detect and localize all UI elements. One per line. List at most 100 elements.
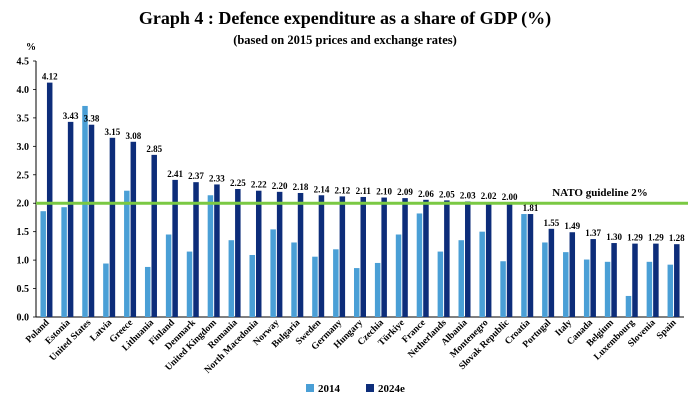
y-tick-label: 2.5 [17,170,30,181]
axes [35,61,684,318]
data-label-2024e: 4.12 [42,72,58,82]
data-label-2024e: 2.18 [293,182,309,192]
bar-2024e [444,200,450,317]
data-label-2024e: 1.29 [627,233,643,243]
data-label-2024e: 2.00 [502,192,518,202]
nato-guideline: NATO guideline 2% [36,187,688,205]
bar-2014 [333,249,339,317]
bar-2024e [653,243,659,317]
bar-2024e [193,182,199,317]
bar-2014 [354,268,360,317]
bar-2014 [186,251,193,317]
y-tick-label: 2.0 [17,199,30,210]
bar-2014 [40,211,46,317]
data-label-2024e: 1.81 [523,203,539,213]
y-tick-label: 0.0 [17,313,30,324]
bar-2024e [632,243,638,317]
bar-2014 [249,254,255,317]
bar-2014 [395,234,402,317]
bar-2024e [214,184,220,317]
y-tick-label: 1.0 [17,256,30,267]
bar-2024e [46,82,53,318]
bar-2024e [255,190,262,317]
guideline-label: NATO guideline 2% [552,187,648,199]
legend-label-2014: 2014 [318,383,341,395]
y-axis-ticks: 0.0 0.5 1.0 1.5 2.0 2.5 3.0 3.5 4.0 4.5 [17,57,36,324]
data-label-2024e: 2.41 [167,169,183,179]
chart-title: Graph 4 : Defence expenditure as a share… [138,8,552,28]
chart-subtitle: (based on 2015 prices and exchange rates… [233,33,457,47]
data-label-2024e: 2.37 [188,171,204,181]
data-labels: 4.12 3.43 3.38 3.15 3.08 2.85 2.41 2.37 2.33 2.25… [42,72,685,244]
bar-2014 [521,214,527,317]
bar-2024e [297,192,304,317]
legend-label-2024e: 2024e [378,383,405,395]
bar-2014 [479,231,485,317]
bar-2024e [276,191,283,317]
bar-2024e [423,199,429,317]
bar-2014 [500,261,506,317]
bar-2024e [339,196,346,317]
data-label-2024e: 2.14 [314,184,330,194]
data-label-2024e: 2.11 [356,186,372,196]
data-label-2024e: 2.06 [418,189,434,199]
bar-2024e [381,197,387,317]
data-label-2024e: 1.29 [648,233,664,243]
bar-2014 [583,259,590,317]
bar-2014 [437,251,444,317]
data-label-2024e: 2.09 [397,187,413,197]
bar-2024e [67,121,74,317]
data-label-2024e: 3.43 [63,111,79,121]
bar-2014 [625,295,632,317]
bar-2024e [674,244,680,317]
bar-2024e [569,232,576,317]
bar-2014 [646,261,653,317]
bar-2014 [458,240,465,317]
legend-swatch-2014 [306,384,314,392]
legend: 2014 2024e [306,383,405,395]
bar-2024e [402,198,408,317]
bar-2014 [207,195,214,317]
y-tick-label: 4.0 [17,85,30,96]
bar-2024e [109,137,116,317]
bar-2014 [103,263,109,317]
x-tick-label: Spain [655,318,679,342]
bar-2014 [667,264,674,317]
data-label-2024e: 1.28 [669,233,685,243]
data-label-2024e: 2.85 [146,144,162,154]
legend-swatch-2024e [366,384,374,392]
bar-2014 [228,240,235,317]
data-label-2024e: 2.05 [439,189,455,199]
y-tick-label: 1.5 [17,227,30,238]
bar-2014 [124,190,130,317]
bar-2014 [416,213,423,317]
bar-2014 [165,234,172,317]
bar-2024e [506,203,513,317]
bar-2024e [360,196,366,317]
data-label-2024e: 2.22 [251,180,267,190]
data-label-2024e: 2.25 [230,178,246,188]
bar-2014 [312,256,318,317]
bar-2014 [270,229,276,317]
y-tick-label: 3.5 [17,113,30,124]
bar-2024e [130,141,137,317]
bar-2014 [563,252,569,317]
bar-2024e [235,189,241,317]
bar-2014 [61,207,67,317]
y-tick-label: 4.5 [17,57,30,68]
bar-2024e [88,124,95,318]
bar-2014 [291,242,297,317]
data-label-2024e: 2.03 [460,191,476,201]
bar-2014 [542,242,548,317]
bar-2014 [374,262,381,317]
data-label-2024e: 1.37 [585,228,601,238]
data-label-2024e: 1.30 [606,232,622,242]
bar-2024e [485,202,492,317]
y-axis-label: % [26,42,36,53]
bar-2024e [611,243,617,317]
bar-2024e [151,154,157,317]
data-label-2024e: 2.12 [334,185,350,195]
y-tick-label: 0.5 [17,284,30,295]
